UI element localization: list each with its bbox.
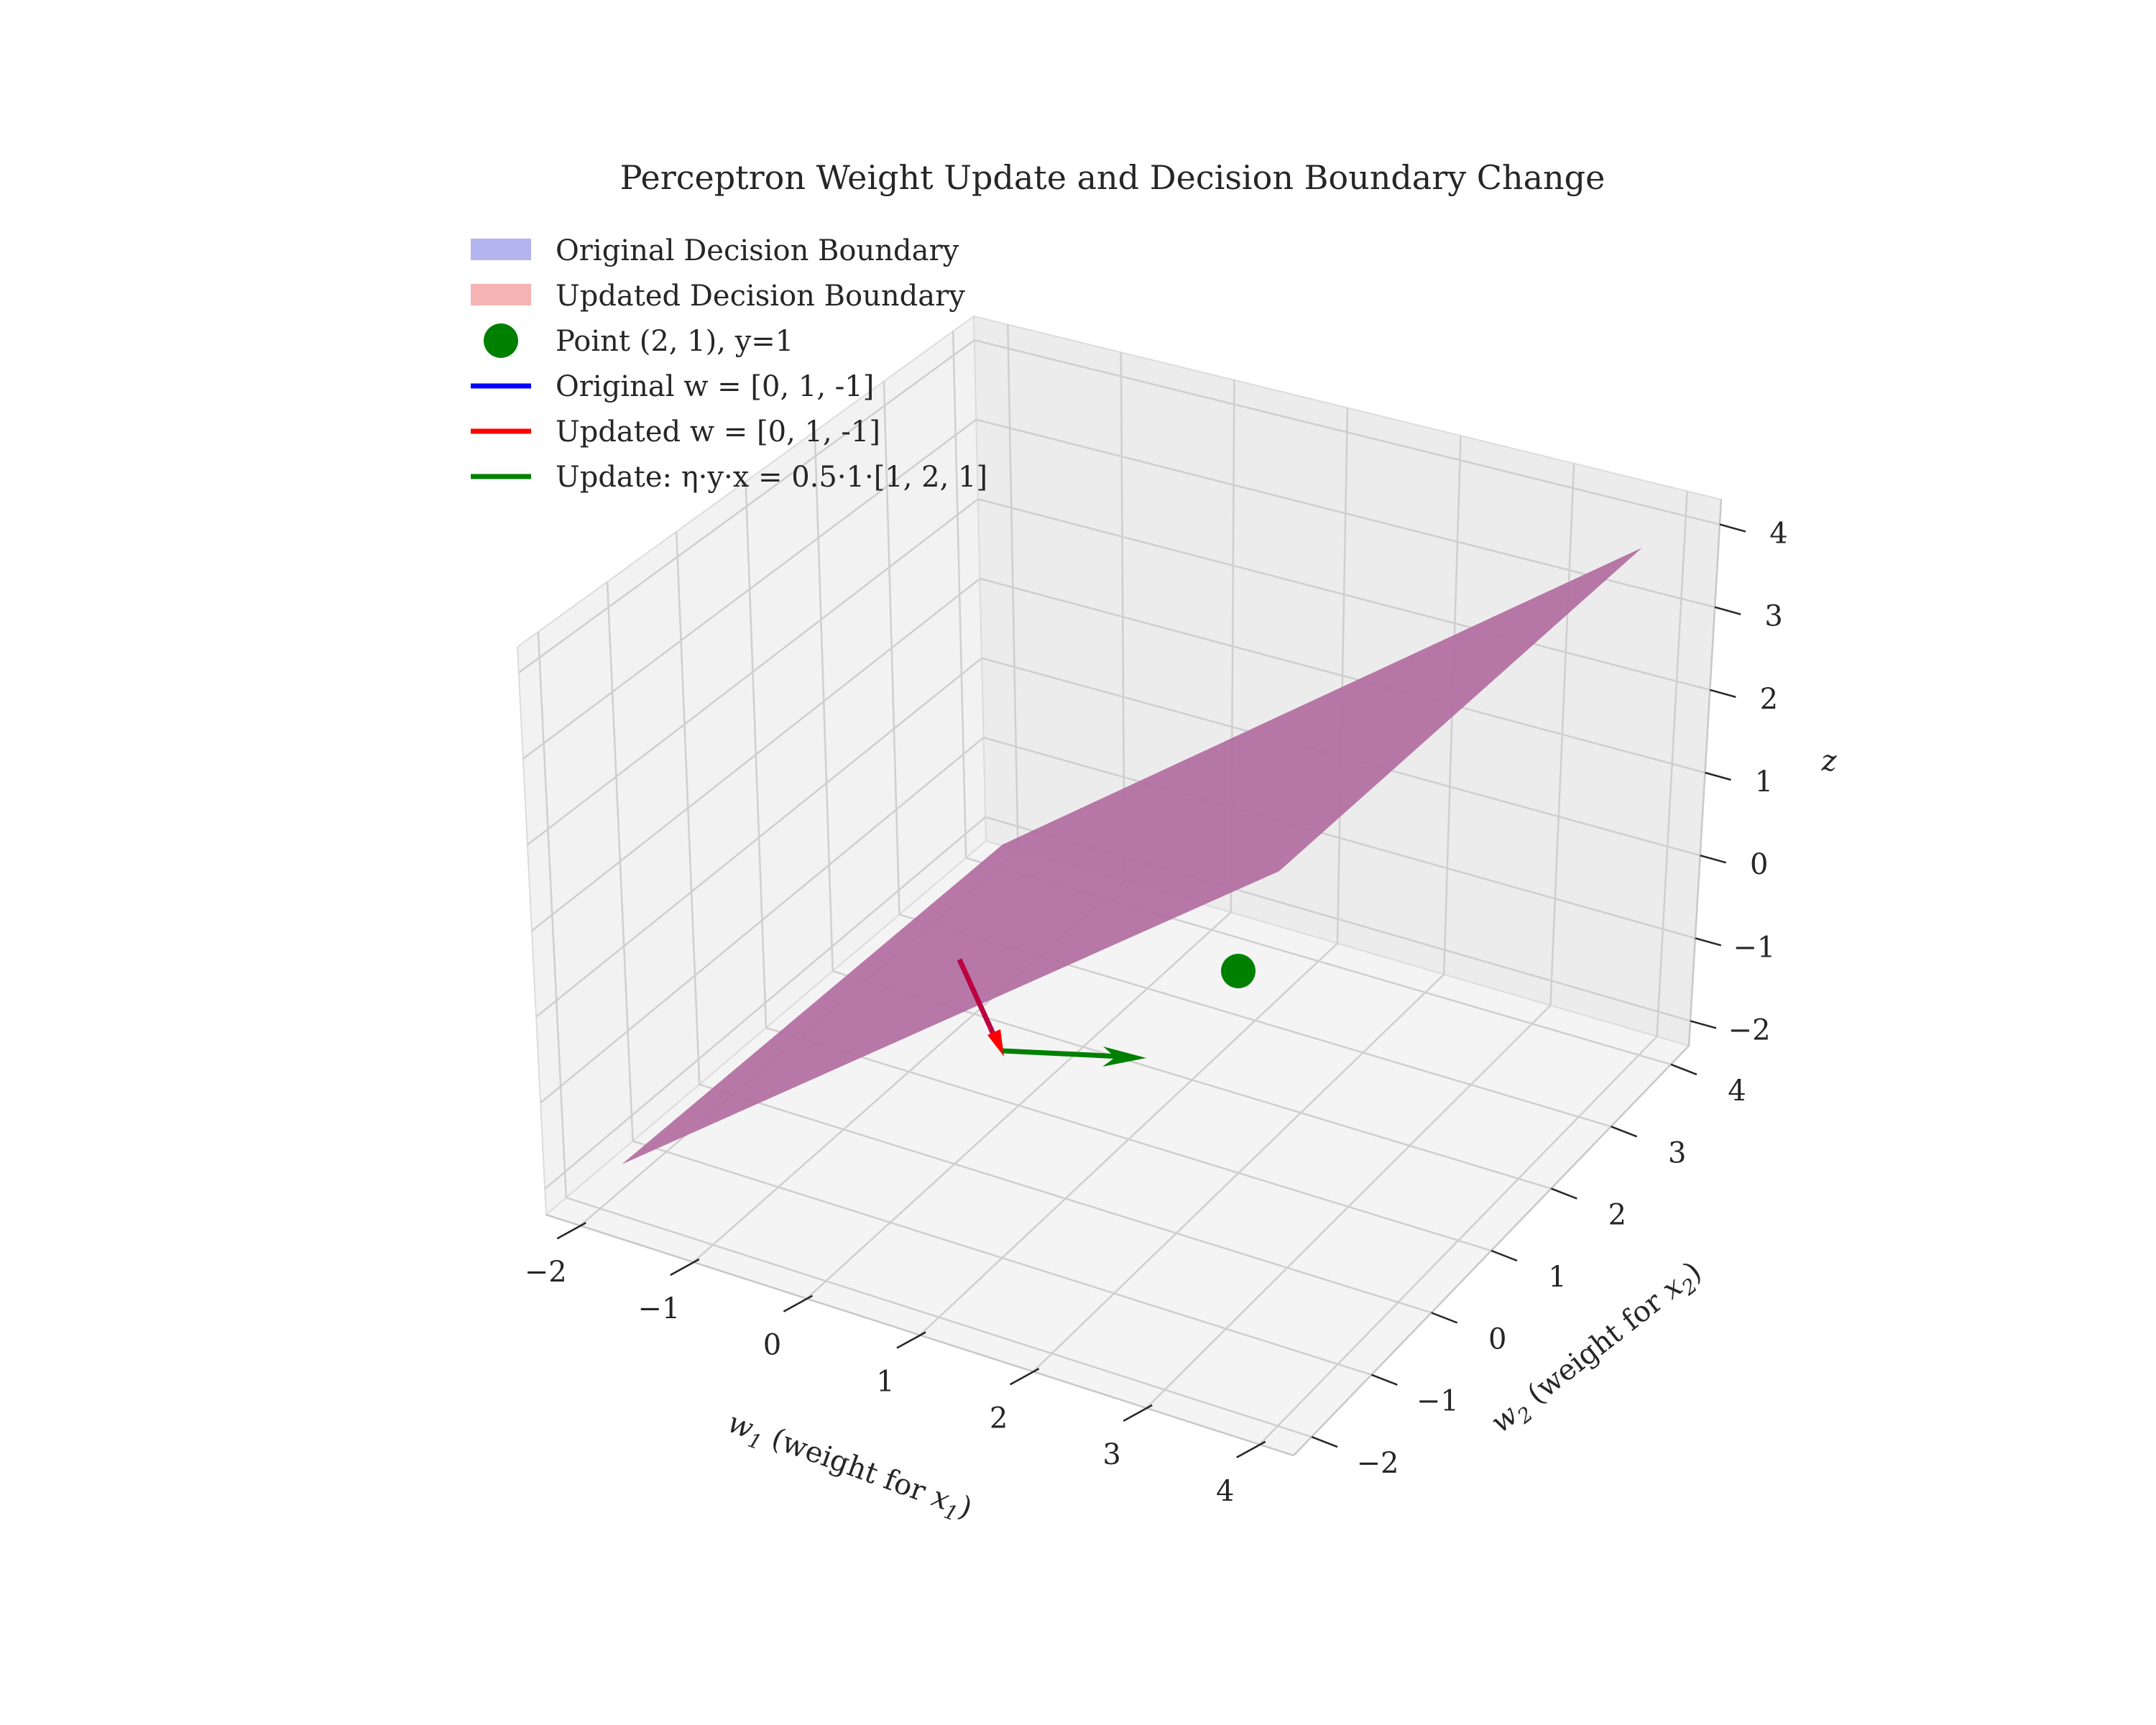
y-tick-label: −1 bbox=[1416, 1385, 1459, 1418]
z-tick bbox=[1695, 937, 1722, 947]
legend-swatch bbox=[471, 239, 531, 260]
legend-marker bbox=[484, 323, 518, 358]
legend-entry: Point (2, 1), y=1 bbox=[484, 323, 793, 358]
x-tick bbox=[1123, 1404, 1153, 1422]
update-vector bbox=[1002, 1048, 1122, 1059]
legend-entry: Original Decision Boundary bbox=[471, 234, 959, 267]
z-tick-label: 4 bbox=[1769, 518, 1787, 551]
y-tick bbox=[1670, 1063, 1697, 1076]
legend-label: Updated w = [0, 1, -1] bbox=[556, 415, 880, 448]
x-tick bbox=[1009, 1368, 1040, 1386]
x-tick-label: −2 bbox=[525, 1256, 567, 1289]
x-tick-label: −1 bbox=[637, 1292, 680, 1325]
z-gridline-left bbox=[544, 816, 987, 1190]
y-axis-label-rest: (weight for bbox=[1514, 1280, 1676, 1417]
z-gridline-back bbox=[983, 737, 1696, 939]
z-gridline-back bbox=[974, 339, 1720, 525]
update-arrowhead bbox=[1102, 1046, 1146, 1067]
legend-label: Point (2, 1), y=1 bbox=[556, 325, 793, 358]
x-tick bbox=[556, 1222, 586, 1240]
y-gridline-floor bbox=[765, 1026, 1492, 1252]
x-tick-label: 2 bbox=[990, 1402, 1008, 1435]
y-gridline-floor bbox=[699, 1083, 1432, 1314]
x-tick-label: 3 bbox=[1102, 1438, 1120, 1471]
z-tick-label: 1 bbox=[1755, 765, 1773, 799]
y-tick bbox=[1311, 1435, 1338, 1448]
weight-vectors bbox=[957, 958, 1146, 1067]
legend-label: Original Decision Boundary bbox=[556, 234, 959, 267]
x-tick-label: 0 bbox=[763, 1329, 781, 1362]
legend-swatch bbox=[471, 284, 531, 305]
y-tick-label: 4 bbox=[1728, 1075, 1746, 1108]
legend: Original Decision Boundary Updated Decisi… bbox=[471, 234, 987, 494]
x-tick bbox=[670, 1258, 700, 1276]
axis-ticks bbox=[556, 523, 1746, 1458]
z-axis-label: z bbox=[1820, 745, 1837, 778]
decision-boundary-surface bbox=[622, 548, 1642, 1164]
z-gridline-left bbox=[527, 498, 979, 846]
z-gridline-left bbox=[522, 418, 977, 760]
z-gridline-left bbox=[518, 339, 975, 673]
z-gridline-left bbox=[535, 657, 982, 1018]
z-tick bbox=[1709, 689, 1736, 699]
tick-labels: −2 −1 0 1 2 3 4 −2 −1 0 1 2 3 4 −2 −1 0 1 2 3 4 bbox=[525, 518, 1788, 1508]
z-tick-label: −2 bbox=[1728, 1013, 1771, 1046]
z-tick bbox=[1714, 606, 1741, 615]
z-tick-label: 3 bbox=[1764, 600, 1782, 633]
legend-entry: Update: η·y·x = 0.5·1·[1, 2, 1] bbox=[471, 461, 987, 494]
z-gridline-left bbox=[531, 578, 981, 932]
x-tick bbox=[896, 1331, 926, 1349]
y-tick-label: 3 bbox=[1668, 1136, 1686, 1169]
z-tick-label: −1 bbox=[1733, 931, 1775, 964]
chart-title: Perceptron Weight Update and Decision Bo… bbox=[620, 158, 1606, 197]
x-axis-label-rest: (weight for bbox=[759, 1419, 939, 1512]
y-gridline-floor bbox=[632, 1140, 1372, 1376]
y-tick bbox=[1550, 1187, 1577, 1200]
z-tick bbox=[1690, 1020, 1717, 1029]
x-tick-label: 1 bbox=[876, 1366, 894, 1399]
x-tick bbox=[1236, 1440, 1266, 1458]
y-tick bbox=[1611, 1126, 1638, 1138]
updated-w-arrowhead bbox=[987, 1029, 1004, 1057]
z-gridline-back bbox=[980, 577, 1705, 774]
z-tick-label: 2 bbox=[1760, 683, 1778, 716]
x-tick-label: 4 bbox=[1216, 1475, 1234, 1508]
z-tick bbox=[1719, 523, 1746, 533]
x-axis-label: w1 (weight for x1) bbox=[722, 1406, 977, 1530]
y-tick-label: 2 bbox=[1608, 1199, 1626, 1232]
legend-entry: Original w = [0, 1, -1] bbox=[471, 370, 874, 403]
legend-entry: Updated w = [0, 1, -1] bbox=[471, 415, 880, 448]
y-tick-label: 1 bbox=[1548, 1261, 1566, 1294]
z-tick bbox=[1700, 854, 1727, 864]
y-gridline-floor bbox=[566, 1197, 1312, 1438]
y-tick bbox=[1491, 1249, 1518, 1262]
z-gridline-back bbox=[977, 498, 1710, 691]
z-tick bbox=[1705, 771, 1731, 781]
y-axis-label: w2 (weight for x2) bbox=[1485, 1255, 1711, 1443]
x-tick bbox=[783, 1294, 814, 1312]
y-tick bbox=[1370, 1374, 1398, 1386]
legend-label: Updated Decision Boundary bbox=[556, 280, 965, 313]
y-tick-label: 0 bbox=[1488, 1322, 1506, 1356]
z-tick-label: 0 bbox=[1750, 848, 1768, 881]
y-tick-label: −2 bbox=[1357, 1447, 1399, 1480]
updated-w-vector bbox=[957, 958, 998, 1040]
data-point bbox=[1221, 954, 1256, 988]
z-gridline-left bbox=[540, 737, 985, 1104]
legend-label: Original w = [0, 1, -1] bbox=[556, 370, 874, 403]
y-tick bbox=[1431, 1312, 1458, 1324]
legend-entry: Updated Decision Boundary bbox=[471, 280, 965, 313]
legend-label: Update: η·y·x = 0.5·1·[1, 2, 1] bbox=[556, 461, 987, 494]
